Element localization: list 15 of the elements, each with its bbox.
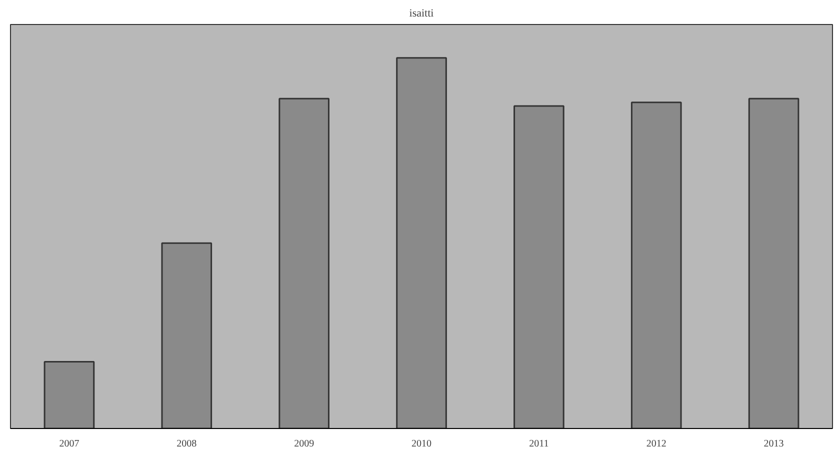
x-tick-label: 2012 bbox=[646, 438, 666, 450]
bar bbox=[748, 98, 800, 428]
x-tick-label: 2009 bbox=[294, 438, 314, 450]
bar bbox=[278, 98, 330, 428]
x-tick-label: 2013 bbox=[764, 438, 784, 450]
x-tick-label: 2007 bbox=[59, 438, 80, 450]
x-tick-label: 2011 bbox=[529, 438, 549, 450]
chart-title: isaitti bbox=[409, 8, 434, 20]
x-tick-label: 2008 bbox=[176, 438, 197, 450]
x-tick-label: 2010 bbox=[412, 438, 432, 450]
bar bbox=[630, 102, 682, 428]
bar bbox=[161, 242, 212, 428]
bar bbox=[514, 105, 564, 428]
bar bbox=[44, 361, 95, 428]
bar bbox=[396, 57, 447, 428]
